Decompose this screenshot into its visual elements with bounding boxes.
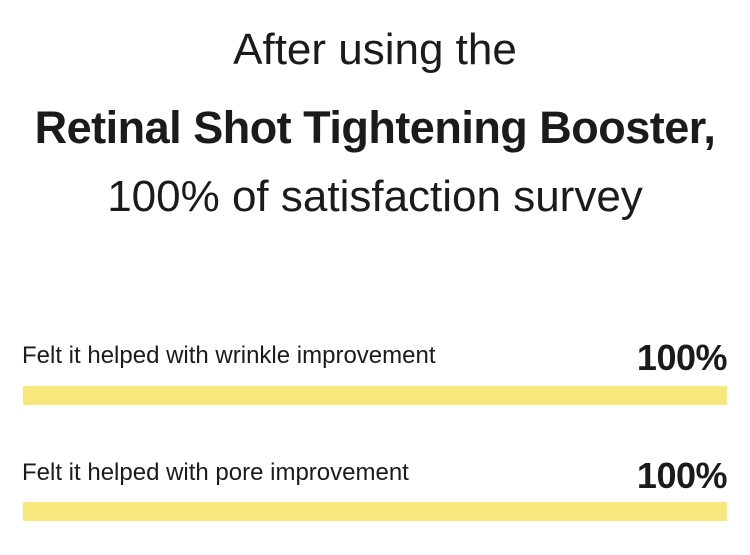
survey-bar-wrinkle — [23, 386, 727, 405]
survey-row-label-wrinkle: Felt it helped with wrinkle improvement — [22, 342, 436, 369]
survey-row-value-pore: 100% — [636, 455, 728, 496]
survey-bar-track — [23, 386, 727, 405]
title-line-2-product-name: Retinal Shot Tightening Booster, — [34, 102, 716, 153]
survey-bar-pore — [23, 502, 727, 521]
survey-row-label-pore: Felt it helped with pore improvement — [22, 459, 409, 486]
survey-row-value-wrinkle: 100% — [636, 337, 728, 378]
title-line-3: 100% of satisfaction survey — [107, 172, 643, 221]
title-line-1: After using the — [233, 25, 517, 74]
survey-bar-track — [23, 502, 727, 521]
